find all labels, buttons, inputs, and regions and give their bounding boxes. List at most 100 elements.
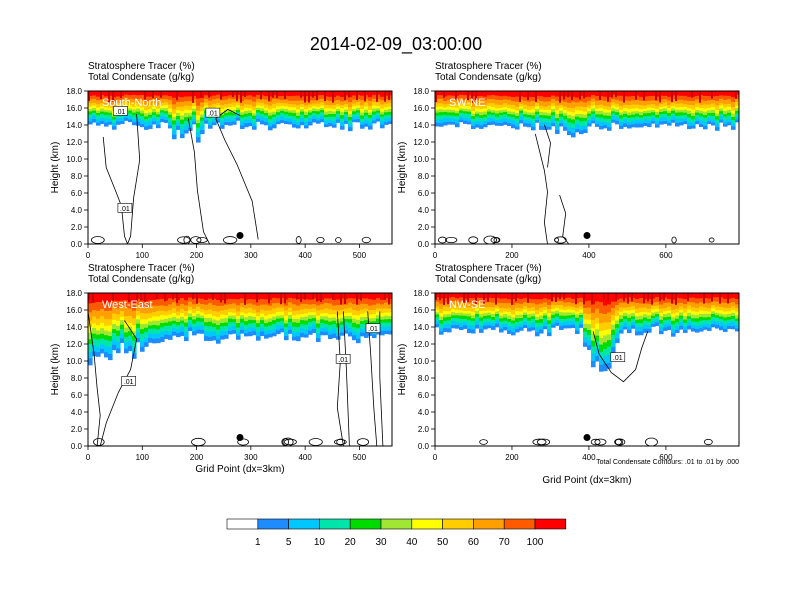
tracer-cell (479, 306, 484, 312)
tracer-cell (276, 321, 281, 326)
tracer-cell (675, 297, 680, 304)
tracer-cell (252, 91, 257, 98)
tracer-cell (352, 91, 357, 96)
tracer-cell (439, 327, 444, 332)
y-tick-label: 0.0 (71, 240, 83, 249)
tracer-cell (551, 119, 556, 124)
tracer-cell (316, 106, 321, 110)
tracer-cell (280, 110, 285, 114)
tracer-cell (723, 314, 728, 318)
tracer-cell (100, 111, 105, 115)
tracer-cell (675, 115, 680, 120)
tracer-cell (627, 121, 632, 126)
tracer-cell (611, 119, 616, 123)
tracer-cell (192, 323, 197, 328)
tracer-cell (332, 293, 337, 301)
tracer-cell (216, 119, 221, 123)
tracer-cell (240, 315, 245, 320)
tracer-cell (467, 307, 472, 312)
tracer-cell (467, 91, 472, 96)
tracer-cell (491, 323, 496, 327)
tracer-cell (607, 106, 612, 111)
tracer-cell (248, 110, 253, 114)
tracer-cell (547, 299, 552, 306)
tracer-cell (735, 119, 739, 123)
tracer-cell (140, 104, 145, 108)
tracer-cell (559, 110, 564, 115)
tracer-cell (723, 317, 728, 321)
tracer-peak (615, 293, 617, 302)
contour-blob (361, 236, 371, 244)
tracer-cell (124, 321, 129, 329)
tracer-cell (300, 293, 305, 300)
tracer-cell (140, 313, 145, 320)
tracer-cell (264, 118, 269, 123)
tracer-cell (495, 311, 500, 315)
tracer-cell (376, 303, 381, 309)
tracer-peak (244, 91, 246, 98)
tracer-cell (655, 322, 660, 327)
tracer-cell (244, 299, 249, 305)
tracer-cell (372, 91, 377, 96)
tracer-cell (120, 305, 125, 312)
tracer-cell (679, 309, 684, 313)
tracer-cell (535, 314, 540, 318)
tracer-cell (216, 102, 221, 107)
tracer-cell (691, 122, 696, 127)
tracer-cell (523, 314, 528, 319)
tracer-cell (300, 104, 305, 108)
tracer-cell (196, 98, 201, 107)
tracer-cell (559, 107, 564, 112)
tracer-cell (483, 310, 488, 314)
tracer-cell (168, 318, 173, 322)
tracer-cell (639, 323, 644, 328)
tracer-cell (288, 302, 293, 309)
tracer-cell (280, 324, 285, 330)
tracer-cell (96, 100, 101, 105)
tracer-cell (276, 121, 281, 125)
tracer-cell (667, 100, 672, 106)
tracer-cell (451, 121, 456, 125)
tracer-peak (687, 293, 689, 302)
tracer-cell (100, 91, 105, 96)
colorbar-swatch (473, 518, 505, 530)
tracer-cell (551, 91, 556, 96)
panel-nw-se: Stratosphere Tracer (%)Total Condensate … (397, 263, 740, 462)
tracer-cell (280, 91, 285, 97)
tracer-cell (180, 101, 185, 108)
tracer-cell (703, 111, 708, 116)
tracer-cell (591, 334, 596, 342)
tracer-cell (136, 332, 141, 339)
tracer-cell (248, 327, 253, 333)
tracer-cell (152, 320, 157, 326)
tracer-cell (623, 96, 628, 101)
tracer-cell (320, 95, 325, 100)
tracer-cell (240, 100, 245, 107)
tracer-cell (579, 312, 584, 316)
tracer-cell (463, 310, 468, 314)
tracer-cell (248, 316, 253, 321)
tracer-cell (599, 351, 604, 359)
tracer-cell (156, 111, 161, 115)
tracer-cell (360, 105, 365, 110)
y-tick-label: 12.0 (66, 138, 82, 147)
tracer-cell (148, 313, 153, 319)
tracer-cell (539, 312, 544, 317)
tracer-cell (519, 116, 524, 121)
tracer-cell (523, 318, 528, 323)
tracer-cell (491, 298, 496, 304)
tracer-cell (519, 298, 524, 305)
tracer-cell (316, 319, 321, 325)
tracer-peak (300, 91, 302, 98)
tracer-cell (172, 293, 177, 299)
tracer-cell (491, 95, 496, 100)
colorbar-swatch (411, 518, 443, 530)
tracer-cell (515, 106, 520, 111)
tracer-cell (527, 109, 532, 113)
tracer-cell (723, 320, 728, 325)
tracer-cell (475, 100, 480, 106)
tracer-cell (723, 307, 728, 313)
tracer-cell (475, 91, 480, 97)
tracer-peak (156, 293, 158, 300)
tracer-cell (224, 299, 229, 306)
